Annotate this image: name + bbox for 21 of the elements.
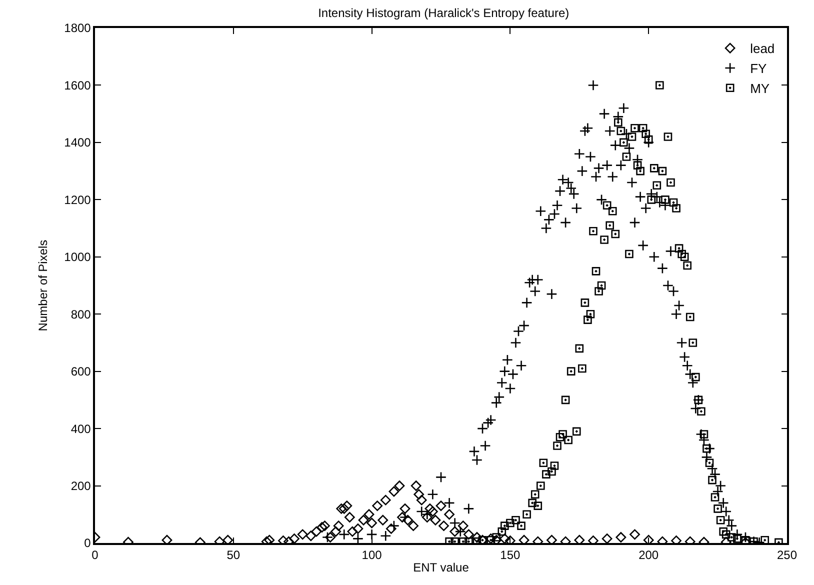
legend-label: lead — [750, 41, 775, 56]
y-tick-label: 0 — [84, 536, 92, 550]
y-tick-label: 600 — [70, 364, 92, 379]
x-tick-label: 50 — [226, 548, 240, 562]
x-tick-label: 150 — [500, 548, 521, 562]
x-tick-label: 100 — [362, 548, 382, 562]
y-tick-label: 1400 — [64, 136, 92, 150]
y-axis-title: Number of Pixels — [36, 240, 50, 332]
legend-label: MY — [750, 80, 770, 96]
x-axis-title: ENT value — [413, 560, 470, 575]
y-tick-label: 400 — [70, 422, 92, 436]
y-tick-label: 800 — [70, 307, 92, 322]
chart-title: Intensity Histogram (Haralick's Entropy feature) — [318, 6, 570, 20]
legend-label: FY — [750, 61, 768, 76]
y-tick-label: 200 — [70, 478, 92, 493]
x-tick-label: 200 — [638, 548, 659, 562]
x-tick-label: 250 — [776, 548, 798, 562]
y-tick-label: 1800 — [64, 21, 92, 36]
y-tick-label: 1200 — [64, 192, 92, 207]
y-tick-label: 1600 — [64, 78, 92, 92]
y-tick-label: 1000 — [64, 250, 92, 264]
